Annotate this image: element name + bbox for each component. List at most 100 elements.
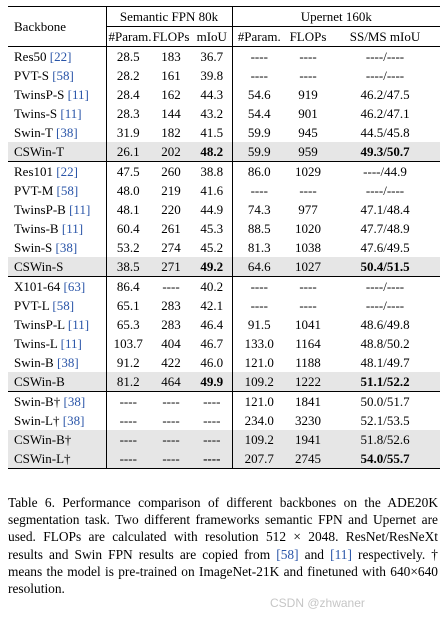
value-cell: 48.0 (106, 181, 150, 200)
value-text: 74.3 (247, 202, 271, 217)
value-cell: 48.2 (192, 142, 233, 162)
value-cell: 271 (150, 257, 192, 277)
value-cell: 283 (150, 296, 192, 315)
caption-resolution: 512 × 2048 (265, 529, 336, 545)
value-text: ----/---- (365, 183, 405, 198)
value-cell: 2745 (286, 449, 331, 469)
citation-link[interactable]: [58] (52, 298, 75, 313)
table-row: Res101 [22] 47.5 260 38.8 86.0 1029 ----/44.9 (8, 161, 441, 181)
value-cell: 91.5 (232, 315, 286, 334)
value-text: 65.3 (116, 317, 140, 332)
citation-link[interactable]: [58] (276, 546, 299, 562)
citation-link[interactable]: [38] (56, 125, 78, 140)
value-text: 47.6/49.5 (360, 240, 410, 255)
value-cell: 46.4 (192, 315, 233, 334)
value-text: 422 (161, 355, 181, 370)
value-cell: 53.2 (106, 238, 150, 257)
value-cell: 274 (150, 238, 192, 257)
value-cell: 44.5/45.8 (330, 123, 440, 142)
citation-number: 58 (60, 183, 74, 198)
value-cell: 109.2 (232, 430, 287, 449)
value-cell: 59.9 (232, 123, 286, 142)
value-text: ---- (162, 394, 180, 409)
backbone-cell: CSWin-L† (8, 449, 107, 469)
backbone-name: Swin-L† (14, 413, 60, 428)
citation-link[interactable]: [58] (52, 68, 74, 83)
value-cell: 43.2 (192, 104, 233, 123)
value-cell: 28.3 (106, 104, 150, 123)
citation-link[interactable]: [58] (56, 183, 79, 198)
value-cell: 47.6/49.5 (330, 238, 440, 257)
value-text: 260 (161, 164, 181, 179)
value-cell: 422 (150, 353, 192, 372)
value-text: 48.6/49.8 (360, 317, 410, 332)
value-cell: ----/---- (330, 296, 440, 315)
value-text: 59.9 (247, 144, 271, 159)
citation-link[interactable]: [11] (60, 106, 82, 121)
citation-link[interactable]: [11] (60, 336, 82, 351)
citation-number: 38 (61, 355, 75, 370)
value-text: 46.2/47.1 (360, 106, 410, 121)
value-text: 261 (161, 221, 181, 236)
value-text: 88.5 (247, 221, 271, 236)
col-header: mIoU (192, 26, 233, 47)
value-text: ---- (250, 183, 268, 198)
value-cell: 54.4 (232, 104, 286, 123)
citation-link[interactable]: [22] (49, 49, 72, 64)
value-text: 1222 (295, 374, 322, 389)
value-text: 1164 (295, 336, 321, 351)
results-table-wrap: Backbone Semantic FPN 80k Upernet 160k #… (8, 6, 441, 469)
backbone-name: Res50 (14, 49, 47, 64)
value-cell: 51.1/52.2 (330, 372, 441, 392)
backbone-name: Swin-S (14, 240, 53, 255)
value-cell: 31.9 (106, 123, 150, 142)
table-row: Twins-L [11] 103.7 404 46.7 133.0 1164 48.8/50… (8, 334, 440, 353)
backbone-name: X101-64 (14, 279, 61, 294)
value-text: ----/---- (365, 298, 405, 313)
value-text: 48.1 (116, 202, 140, 217)
value-text: ---- (162, 451, 180, 466)
citation-link[interactable]: [38] (55, 240, 78, 255)
value-cell: 50.4/51.5 (330, 257, 441, 277)
value-cell: ---- (150, 276, 192, 296)
value-text: 103.7 (113, 336, 143, 351)
value-cell: 161 (150, 66, 192, 85)
citation-link[interactable]: [38] (63, 394, 86, 409)
caption-text: . ResNet/ResNeXt results and Swin FPN re… (8, 529, 438, 562)
value-text: 48.1/49.7 (360, 355, 410, 370)
citation-link[interactable]: [11] (69, 202, 91, 217)
backbone-cell: TwinsP-B [11] (8, 200, 107, 219)
value-cell: 49.3/50.7 (330, 142, 441, 162)
citation-link[interactable]: [22] (56, 164, 78, 179)
backbone-cell: Twins-B [11] (8, 219, 107, 238)
value-text: 1841 (295, 394, 322, 409)
value-cell: 1041 (286, 315, 330, 334)
value-cell: 121.0 (232, 353, 286, 372)
value-cell: 86.4 (106, 276, 150, 296)
value-cell: ---- (232, 66, 286, 85)
citation-link[interactable]: [63] (63, 279, 86, 294)
backbone-cell: X101-64 [63] (8, 276, 107, 296)
value-text: 901 (298, 106, 318, 121)
value-text: 162 (161, 87, 181, 102)
table-row: Swin-B† [38] ---- ---- ---- 121.0 1841 50.0/51… (8, 391, 441, 411)
value-cell: 38.8 (192, 161, 233, 181)
value-text: 47.1/48.4 (360, 202, 410, 217)
value-cell: 46.7 (192, 334, 233, 353)
citation-link[interactable]: [11] (67, 87, 89, 102)
citation-number: 38 (67, 394, 81, 409)
value-cell: 81.3 (232, 238, 286, 257)
citation-link[interactable]: [11] (330, 546, 352, 562)
col-header: #Param. (106, 26, 151, 47)
citation-link[interactable]: [38] (56, 355, 79, 370)
value-cell: 959 (286, 142, 331, 162)
value-cell: 48.1/49.7 (330, 353, 440, 372)
value-text: 65.1 (116, 298, 140, 313)
value-text: ---- (299, 298, 317, 313)
value-text: 133.0 (244, 336, 274, 351)
value-cell: ---- (106, 391, 150, 411)
citation-link[interactable]: [38] (62, 413, 85, 428)
citation-link[interactable]: [11] (67, 317, 90, 332)
citation-link[interactable]: [11] (61, 221, 84, 236)
